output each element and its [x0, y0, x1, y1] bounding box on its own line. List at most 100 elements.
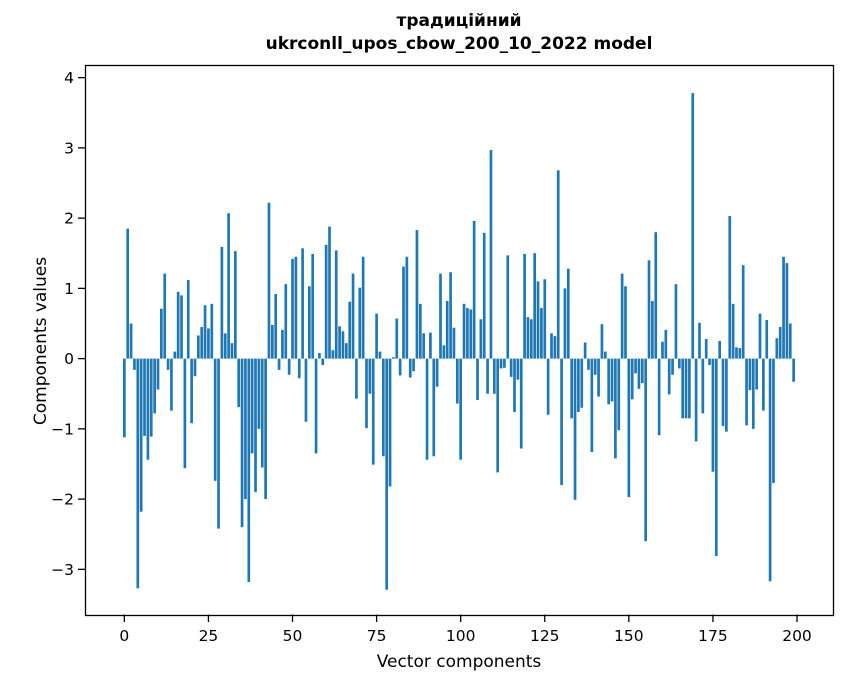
bar-component-35	[240, 358, 244, 528]
bar-component-56	[311, 253, 315, 359]
bar-component-107	[482, 232, 486, 359]
bar-component-92	[432, 358, 436, 457]
bar-component-166	[681, 358, 684, 419]
y-tick-label: 2	[64, 210, 74, 228]
bar-component-25	[207, 328, 210, 359]
bar-component-2	[129, 323, 133, 359]
bar-component-94	[439, 273, 442, 359]
bar-component-43	[267, 202, 271, 359]
bar-component-65	[341, 331, 345, 359]
bar-component-176	[714, 358, 718, 556]
bar-component-143	[603, 351, 607, 359]
bar-component-161	[664, 329, 668, 359]
bar-component-51	[294, 256, 298, 359]
bar-component-174	[708, 358, 711, 365]
bar-component-49	[287, 358, 291, 375]
bar-component-108	[486, 358, 489, 394]
bar-component-105	[476, 358, 479, 401]
bar-component-103	[469, 309, 473, 359]
bar-component-42	[264, 358, 267, 500]
bar-component-169	[691, 93, 695, 359]
bar-component-149	[624, 286, 627, 359]
bar-component-3	[133, 358, 136, 370]
bar-component-67	[348, 301, 352, 359]
bar-component-28	[217, 358, 220, 529]
bar-component-130	[560, 358, 563, 486]
bar-component-50	[291, 258, 294, 359]
bar-component-13	[166, 358, 170, 370]
bar-component-75	[375, 313, 378, 359]
bar-component-63	[334, 250, 338, 359]
bar-component-81	[395, 318, 399, 359]
bar-component-137	[583, 342, 587, 359]
bar-component-197	[785, 263, 789, 359]
bar-component-171	[698, 322, 701, 359]
bar-component-138	[587, 358, 590, 370]
bar-component-24	[203, 305, 207, 359]
bar-component-29	[220, 246, 224, 359]
bar-component-154	[640, 358, 644, 384]
x-tick-label: 0	[119, 627, 129, 645]
bar-component-77	[381, 358, 385, 457]
bar-component-70	[358, 287, 362, 359]
y-tick-label: 0	[64, 350, 74, 368]
bar-component-23	[200, 327, 204, 359]
bar-component-173	[704, 338, 708, 359]
bar-component-8	[149, 358, 153, 437]
bar-component-97	[449, 272, 452, 359]
axes-frame	[84, 64, 835, 617]
bar-component-183	[738, 348, 742, 359]
bar-component-155	[644, 358, 648, 542]
bar-component-113	[503, 358, 506, 368]
bar-component-85	[408, 358, 412, 378]
bar-component-124	[540, 308, 543, 359]
bar-component-22	[197, 335, 200, 359]
chart-title-line1: традиційний	[396, 11, 522, 31]
bar-component-68	[351, 273, 355, 359]
x-tick-label: 175	[698, 627, 728, 645]
y-axis-label: Components values	[31, 256, 51, 426]
bar-component-156	[647, 260, 651, 359]
bar-component-115	[509, 358, 513, 377]
bar-component-145	[610, 358, 614, 402]
bar-component-120	[526, 317, 530, 359]
bar-component-160	[661, 341, 664, 359]
bar-component-131	[563, 288, 567, 359]
bar-component-27	[213, 358, 217, 481]
bar-component-31	[227, 213, 230, 359]
bar-component-162	[667, 358, 671, 395]
bar-component-87	[415, 230, 419, 359]
y-tick-label: 4	[64, 69, 74, 87]
bar-component-93	[435, 358, 439, 387]
bar-component-1	[126, 228, 130, 359]
bar-component-151	[630, 358, 634, 400]
bar-component-180	[728, 216, 732, 359]
bar-component-194	[775, 338, 779, 359]
bar-component-36	[244, 358, 247, 500]
x-tick-label: 125	[530, 627, 560, 645]
bar-component-199	[792, 358, 795, 382]
bar-component-178	[721, 358, 725, 427]
bar-component-150	[627, 358, 631, 497]
bar-component-139	[590, 358, 594, 453]
bar-component-196	[782, 256, 785, 359]
bar-component-189	[758, 313, 762, 359]
bar-component-112	[499, 358, 503, 369]
bar-component-7	[146, 358, 150, 460]
bar-component-66	[344, 343, 348, 359]
bar-component-175	[711, 358, 715, 472]
y-tick-label: −1	[51, 420, 74, 438]
bar-component-79	[388, 358, 392, 487]
bar-component-109	[489, 149, 493, 359]
bar-component-179	[725, 358, 728, 432]
bar-component-198	[788, 323, 792, 359]
bar-component-21	[193, 358, 197, 377]
bar-component-20	[190, 358, 193, 424]
bar-component-44	[270, 324, 274, 359]
bar-component-11	[160, 308, 163, 359]
bar-component-19	[186, 279, 190, 359]
bar-component-12	[163, 273, 167, 359]
bar-component-82	[398, 358, 402, 376]
bar-component-71	[361, 256, 365, 359]
